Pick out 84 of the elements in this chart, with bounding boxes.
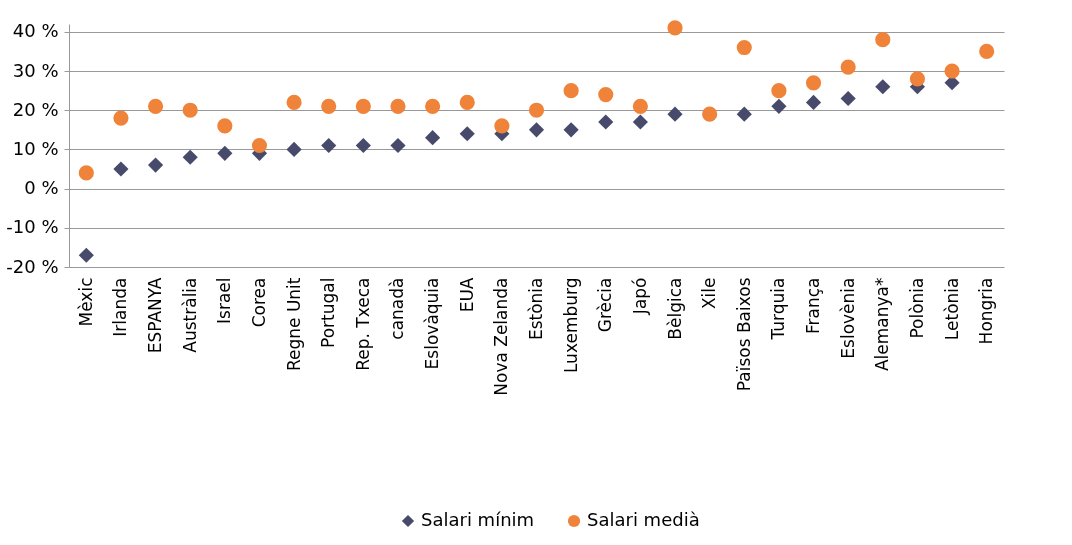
x-tick-label: Regne Unit (283, 277, 304, 372)
x-tick-label: Bèlgica (664, 277, 685, 340)
y-tick-label: -20 % (6, 255, 59, 277)
x-tick-label: Nova Zelanda (491, 277, 512, 396)
legend-label: Salari mínim (421, 509, 535, 530)
point (494, 118, 510, 134)
x-tick-label: Xile (699, 277, 720, 310)
point (563, 122, 579, 138)
x-tick-label: EUA (456, 277, 477, 313)
y-tick-label: 30 % (12, 59, 59, 81)
x-tick-label: Japó (629, 277, 650, 316)
x-tick-label: Rep. Txeca (352, 277, 373, 371)
point (355, 137, 371, 154)
point (979, 43, 995, 59)
x-tick-label: Estònia (526, 277, 546, 341)
x-tick-label: Corea (248, 277, 269, 328)
point (736, 39, 752, 56)
point (147, 98, 164, 114)
point (632, 98, 648, 114)
point (147, 157, 164, 173)
x-tick-label: Països Baixos (733, 277, 754, 392)
y-tick-label: 0 % (24, 177, 59, 199)
x-tick-label: canadà (387, 277, 408, 340)
point (390, 98, 406, 114)
x-tick-label: Letònia (941, 277, 962, 341)
point (875, 32, 891, 48)
point (459, 94, 475, 110)
y-tick-label: 20 % (12, 98, 59, 120)
x-tick-label: Alemanya* (872, 277, 893, 372)
x-tick-label: Portugal (318, 277, 339, 348)
point (667, 20, 683, 36)
x-tick-label: Mèxic (75, 277, 96, 327)
x-tick-label: Austràlia (179, 277, 200, 353)
point (805, 94, 822, 110)
point (425, 130, 441, 146)
y-tick-label: -10 % (6, 216, 59, 238)
point (113, 110, 129, 126)
x-tick-label: Turquia (768, 277, 789, 341)
point (321, 98, 337, 114)
point (528, 122, 545, 138)
point (286, 94, 302, 110)
point (944, 63, 960, 79)
x-tick-label: Grècia (595, 277, 616, 333)
x-tick-label: Polònia (906, 277, 927, 339)
x-tick-label: Eslovènia (837, 277, 858, 359)
point (182, 102, 198, 118)
point (909, 71, 926, 87)
point (113, 161, 129, 177)
x-tick-label: ESPANYA (145, 277, 166, 354)
point (217, 145, 233, 161)
y-tick-label: 10 % (12, 137, 59, 159)
legend-label: Salari medià (587, 509, 700, 530)
point (286, 141, 302, 157)
point (321, 137, 337, 154)
point (182, 149, 198, 165)
point (805, 75, 822, 91)
point (632, 114, 648, 130)
x-tick-label: Israel (214, 277, 235, 324)
point (840, 59, 856, 75)
point (251, 137, 268, 154)
point (667, 106, 683, 122)
point (563, 83, 579, 99)
x-tick-label: Luxemburg (560, 277, 581, 374)
point (702, 106, 718, 122)
point (528, 102, 545, 118)
point (598, 114, 614, 130)
point (736, 106, 752, 122)
x-tick-label: Irlanda (110, 277, 131, 337)
point (598, 86, 614, 103)
x-tick-label: Eslovàquia (422, 277, 443, 370)
point (459, 126, 475, 142)
point (425, 98, 441, 114)
point (217, 118, 233, 134)
point (78, 165, 94, 181)
y-tick-label: 40 % (12, 20, 59, 42)
x-tick-label: França (803, 277, 824, 334)
point (840, 90, 856, 107)
point (390, 137, 406, 154)
point (355, 98, 371, 114)
point (78, 247, 94, 263)
point (875, 79, 891, 95)
point (771, 98, 787, 114)
x-tick-label: Hongria (976, 277, 997, 345)
point (771, 83, 787, 99)
